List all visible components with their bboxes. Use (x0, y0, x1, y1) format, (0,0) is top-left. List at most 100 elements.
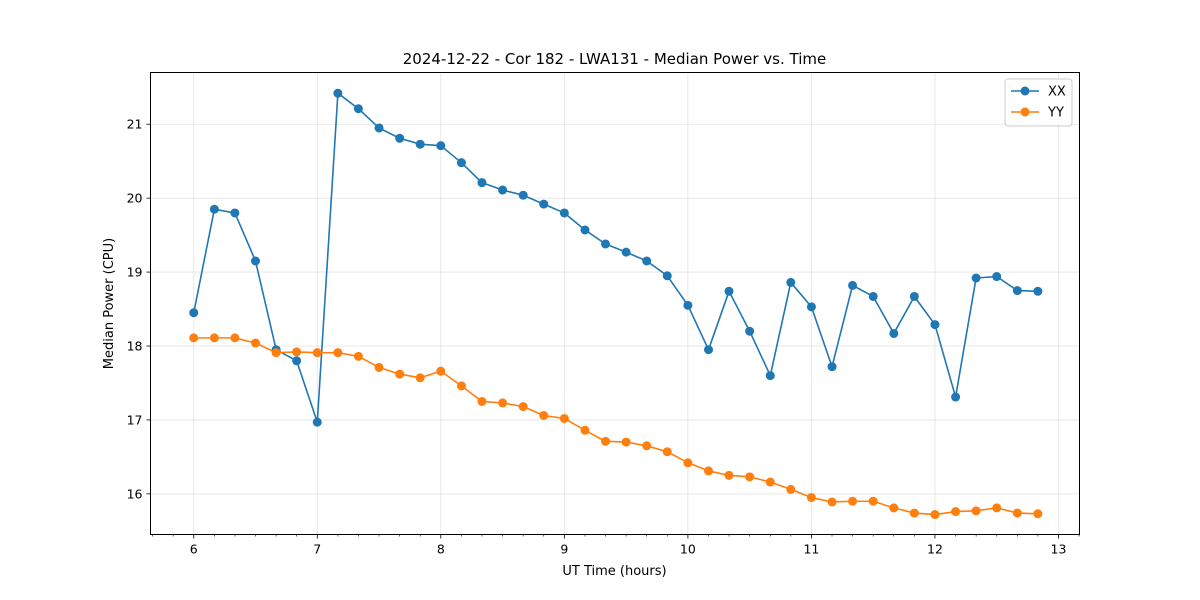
y-tick-label: 20 (127, 191, 143, 206)
data-point-yy (539, 410, 549, 420)
data-point-yy (786, 484, 796, 494)
data-point-xx (189, 308, 199, 318)
data-point-xx (436, 141, 446, 151)
data-point-xx (827, 362, 837, 372)
data-point-xx (1012, 286, 1022, 296)
data-point-yy (971, 506, 981, 516)
data-point-yy (600, 436, 610, 446)
data-point-yy (662, 447, 672, 457)
data-point-xx (600, 239, 610, 249)
x-tick-label: 8 (437, 542, 445, 557)
data-point-yy (704, 466, 714, 476)
data-point-xx (559, 208, 569, 218)
data-point-xx (251, 256, 261, 266)
data-point-xx (930, 320, 940, 330)
legend: XX YY (1004, 78, 1073, 127)
data-point-yy (580, 425, 590, 435)
data-point-yy (518, 402, 528, 412)
data-point-yy (456, 381, 466, 391)
data-point-yy (827, 497, 837, 507)
x-tick-label: 11 (803, 542, 819, 557)
data-point-xx (683, 300, 693, 310)
y-tick-label: 17 (127, 412, 143, 427)
data-point-xx (374, 123, 384, 133)
data-point-yy (415, 373, 425, 383)
series-layer (189, 88, 1043, 520)
data-point-xx (992, 272, 1002, 282)
data-point-yy (230, 333, 240, 343)
data-point-yy (374, 362, 384, 372)
y-axis-label: Median Power (CPU) (102, 238, 117, 369)
data-point-yy (251, 338, 261, 348)
x-tick-label: 9 (560, 542, 568, 557)
data-point-yy (1012, 508, 1022, 518)
y-tick-label: 16 (127, 486, 143, 501)
series-line-xx (192, 92, 1038, 423)
data-point-yy (209, 333, 219, 343)
data-point-yy (189, 333, 199, 343)
data-point-yy (271, 348, 281, 358)
data-point-yy (292, 347, 302, 357)
data-point-xx (209, 204, 219, 214)
data-point-xx (333, 88, 343, 98)
data-point-xx (806, 302, 816, 312)
data-point-xx (395, 133, 405, 143)
data-point-xx (230, 208, 240, 218)
data-point-xx (415, 139, 425, 149)
data-point-xx (621, 247, 631, 257)
data-point-yy (477, 396, 487, 406)
data-point-xx (745, 326, 755, 336)
data-point-xx (724, 286, 734, 296)
data-point-xx (292, 356, 302, 366)
axis-ticks: 6 7 8 9 10 11 12 13 16 17 18 19 20 21 (127, 117, 1080, 557)
data-point-yy (806, 493, 816, 503)
data-point-yy (992, 503, 1002, 513)
data-point-yy (333, 348, 343, 358)
data-point-yy (765, 477, 775, 487)
data-point-yy (1033, 509, 1043, 519)
data-point-xx (477, 178, 487, 188)
data-point-yy (312, 348, 322, 358)
x-tick-label: 10 (680, 542, 696, 557)
chart-title: 2024-12-22 - Cor 182 - LWA131 - Median P… (403, 50, 827, 68)
plot-frame (150, 72, 1080, 535)
data-point-xx (662, 271, 672, 281)
data-point-yy (436, 366, 446, 376)
legend-label-xx: XX (1048, 85, 1066, 100)
y-tick-label: 21 (127, 117, 143, 132)
data-point-xx (848, 280, 858, 290)
x-tick-label: 6 (190, 542, 198, 557)
series-yy (189, 333, 1043, 520)
data-point-yy (930, 510, 940, 520)
data-point-xx (312, 417, 322, 427)
x-tick-label: 7 (313, 542, 321, 557)
data-point-yy (498, 398, 508, 408)
data-point-yy (395, 369, 405, 379)
data-point-xx (456, 158, 466, 168)
y-tick-label: 18 (127, 339, 143, 354)
data-point-xx (786, 277, 796, 287)
data-point-yy (724, 470, 734, 480)
legend-marker-yy (1020, 107, 1030, 117)
y-tick-label: 19 (127, 265, 143, 280)
legend-marker-xx (1020, 86, 1030, 96)
data-point-yy (848, 496, 858, 506)
data-point-yy (745, 472, 755, 482)
data-point-xx (539, 199, 549, 209)
data-point-yy (642, 441, 652, 451)
data-point-xx (498, 185, 508, 195)
data-point-xx (353, 104, 363, 114)
data-point-yy (621, 437, 631, 447)
data-point-yy (683, 458, 693, 468)
series-xx (189, 88, 1043, 427)
data-point-xx (704, 345, 714, 355)
data-point-xx (580, 225, 590, 235)
data-point-xx (642, 256, 652, 266)
data-point-yy (559, 413, 569, 423)
x-tick-label: 13 (1051, 542, 1067, 557)
data-point-xx (765, 371, 775, 381)
data-point-yy (353, 351, 363, 361)
data-point-xx (909, 291, 919, 301)
